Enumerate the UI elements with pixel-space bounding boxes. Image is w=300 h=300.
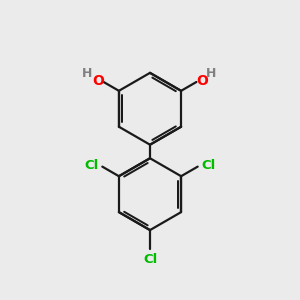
Text: O: O	[92, 74, 104, 88]
Text: Cl: Cl	[84, 159, 98, 172]
Text: H: H	[206, 67, 216, 80]
Text: Cl: Cl	[202, 159, 216, 172]
Text: O: O	[196, 74, 208, 88]
Text: H: H	[82, 67, 93, 80]
Text: Cl: Cl	[143, 253, 157, 266]
